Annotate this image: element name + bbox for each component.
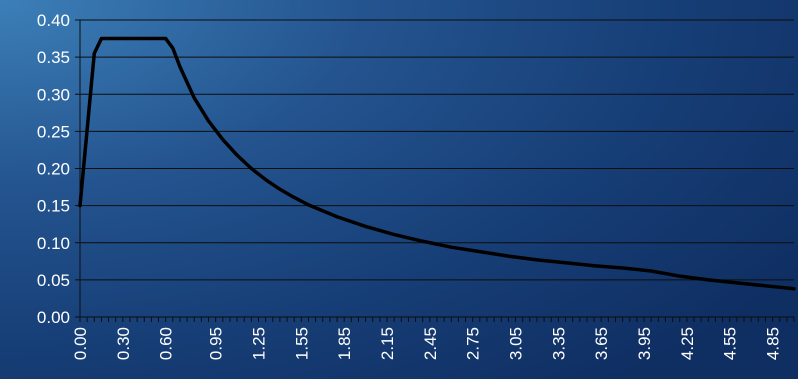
x-tick-label: 3.35	[549, 327, 568, 360]
x-tick-label: 4.25	[678, 327, 697, 360]
series-line	[78, 36, 796, 291]
x-tick-label: 2.45	[421, 327, 440, 360]
x-tick-label: 0.95	[207, 327, 226, 360]
x-tick-label: 0.60	[157, 327, 176, 360]
x-tick-label: 0.00	[71, 327, 90, 360]
x-tick-label: 2.15	[378, 327, 397, 360]
x-tick-label: 1.55	[292, 327, 311, 360]
y-tick-label: 0.25	[37, 122, 70, 141]
x-tick-label: 3.65	[592, 327, 611, 360]
y-tick-label: 0.10	[37, 234, 70, 253]
x-minor-ticks	[79, 317, 795, 322]
x-tick-label: 4.55	[721, 327, 740, 360]
x-tick-label: 2.75	[464, 327, 483, 360]
x-tick-labels: 0.00 0.30 0.60 0.95 1.25 1.55 1.85 2.15 2.45 2.75…	[71, 327, 783, 360]
y-tick-label: 0.05	[37, 271, 70, 290]
x-tick-label: 3.05	[507, 327, 526, 360]
x-tick-label: 1.85	[335, 327, 354, 360]
y-tick-label: 0.35	[37, 48, 70, 67]
y-tick-labels: 0.00 0.05 0.10 0.15 0.20 0.25 0.30 0.35 0.40	[37, 11, 70, 327]
y-tick-label: 0.40	[37, 11, 70, 30]
gridlines	[75, 19, 794, 318]
x-tick-label: 4.85	[764, 327, 783, 360]
x-tick-label: 1.25	[250, 327, 269, 360]
x-tick-label: 3.95	[635, 327, 654, 360]
y-tick-label: 0.20	[37, 160, 70, 179]
series-group	[78, 36, 796, 291]
y-tick-label: 0.30	[37, 85, 70, 104]
y-tick-label: 0.00	[37, 308, 70, 327]
x-tick-label: 0.30	[114, 327, 133, 360]
y-tick-label: 0.15	[37, 197, 70, 216]
